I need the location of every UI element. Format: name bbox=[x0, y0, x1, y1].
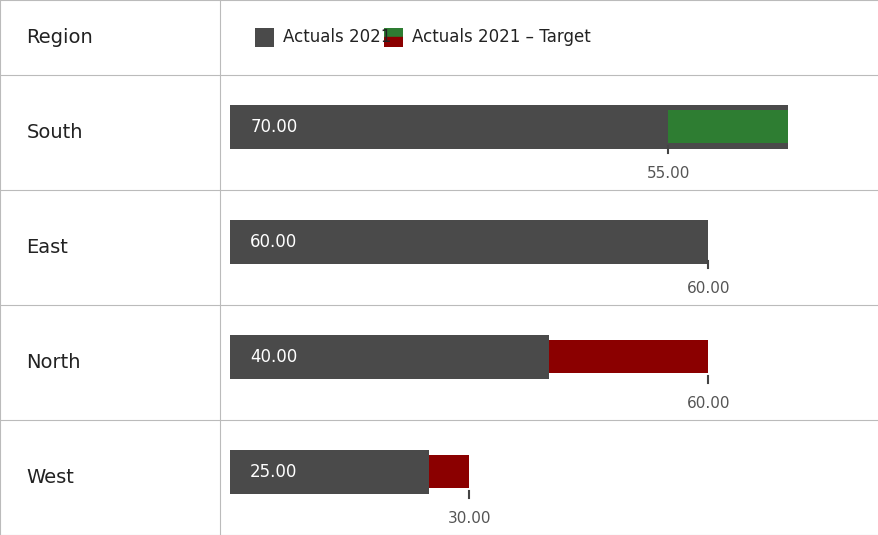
Bar bbox=[230, 335, 548, 379]
Text: West: West bbox=[26, 468, 74, 487]
Bar bbox=[230, 105, 787, 149]
Text: South: South bbox=[26, 123, 83, 142]
Text: 60.00: 60.00 bbox=[686, 396, 729, 411]
Text: 30.00: 30.00 bbox=[447, 511, 491, 526]
Text: Region: Region bbox=[26, 28, 93, 47]
Bar bbox=[548, 340, 708, 373]
Bar bbox=[429, 455, 469, 488]
Text: East: East bbox=[26, 238, 68, 257]
FancyBboxPatch shape bbox=[384, 37, 403, 47]
Text: 40.00: 40.00 bbox=[250, 348, 297, 366]
Text: 60.00: 60.00 bbox=[686, 281, 729, 296]
Text: 25.00: 25.00 bbox=[250, 463, 298, 481]
Bar bbox=[230, 450, 429, 494]
Bar bbox=[230, 220, 708, 264]
FancyBboxPatch shape bbox=[384, 28, 403, 37]
Bar bbox=[667, 110, 787, 143]
Text: Actuals 2021: Actuals 2021 bbox=[283, 28, 391, 47]
Text: Actuals 2021 – Target: Actuals 2021 – Target bbox=[412, 28, 590, 47]
Text: 55.00: 55.00 bbox=[646, 166, 689, 181]
Text: 60.00: 60.00 bbox=[250, 233, 297, 251]
Text: 70.00: 70.00 bbox=[250, 118, 297, 136]
Text: North: North bbox=[26, 353, 81, 372]
